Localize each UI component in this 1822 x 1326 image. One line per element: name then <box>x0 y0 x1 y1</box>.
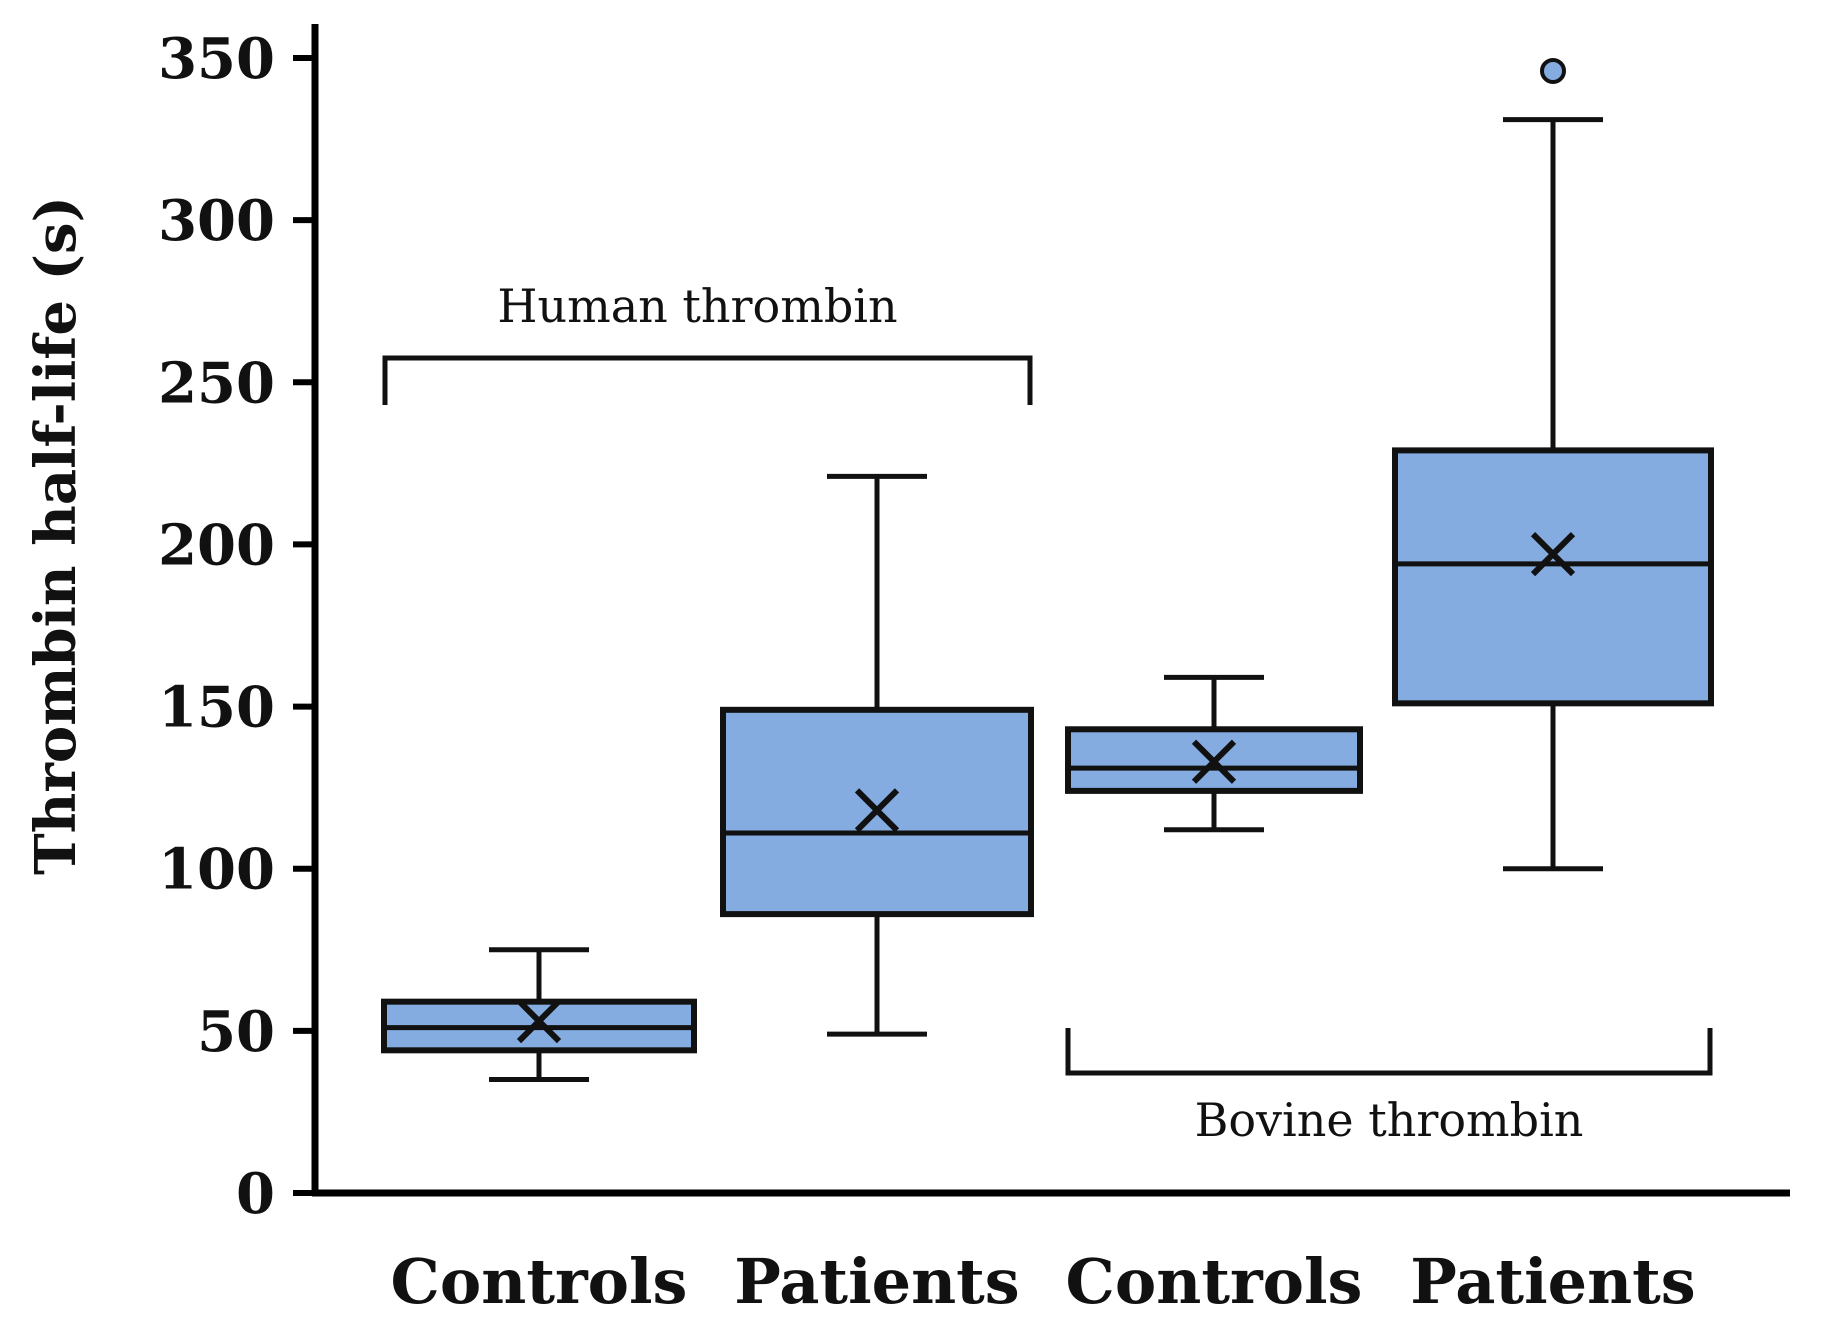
bovine-thrombin-bracket <box>1065 1028 1713 1076</box>
y-tick-label: 200 <box>158 512 275 578</box>
y-ticks: 0 50 100 150 200 250 300 350 <box>158 26 315 1227</box>
mean-marker <box>854 788 900 833</box>
y-tick-label: 50 <box>197 999 275 1065</box>
mean-marker <box>516 999 562 1044</box>
y-tick-label: 300 <box>158 188 275 254</box>
x-category-label: Controls <box>1066 1245 1363 1318</box>
y-tick-label: 250 <box>158 350 275 416</box>
y-tick-label: 350 <box>158 26 275 92</box>
x-category-label: Patients <box>1410 1245 1695 1318</box>
human-thrombin-bracket <box>382 355 1033 405</box>
x-category-label: Patients <box>734 1245 1019 1318</box>
iqr-box <box>1392 447 1714 707</box>
mean-marker <box>1530 532 1576 577</box>
category-labels: Controls Patients Controls Patients <box>391 1245 1696 1318</box>
box-1 <box>720 473 1034 1037</box>
box-0 <box>381 947 697 1082</box>
y-axis-title: Thrombin half-life (s) <box>23 196 89 875</box>
bovine-thrombin-label: Bovine thrombin <box>1195 1093 1584 1147</box>
mean-marker <box>1191 739 1237 784</box>
x-category-label: Controls <box>391 1245 688 1318</box>
y-tick-label: 100 <box>158 837 275 903</box>
group-brackets: Human thrombin Bovine thrombin <box>382 279 1713 1147</box>
boxes <box>381 57 1714 1082</box>
y-tick-label: 0 <box>236 1161 275 1227</box>
outlier-point <box>1540 57 1566 84</box>
y-tick-label: 150 <box>158 675 275 741</box>
box-3 <box>1392 57 1714 872</box>
human-thrombin-label: Human thrombin <box>497 279 897 333</box>
box-2 <box>1065 674 1363 833</box>
